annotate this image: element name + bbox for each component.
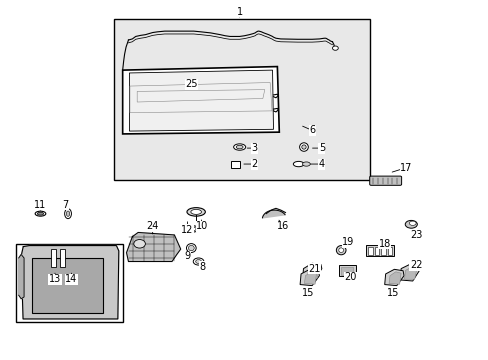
Ellipse shape: [236, 145, 243, 149]
Ellipse shape: [35, 211, 46, 216]
Ellipse shape: [299, 143, 308, 151]
Text: 1: 1: [236, 6, 242, 17]
Bar: [387, 247, 391, 255]
Polygon shape: [300, 269, 319, 285]
Ellipse shape: [338, 248, 343, 252]
Bar: [114, 19, 369, 180]
Text: 21: 21: [308, 264, 320, 274]
Polygon shape: [404, 267, 416, 279]
Ellipse shape: [188, 246, 194, 251]
Text: 12: 12: [181, 225, 193, 235]
Text: 15: 15: [302, 288, 314, 298]
Polygon shape: [307, 266, 319, 279]
Ellipse shape: [190, 210, 201, 215]
Ellipse shape: [189, 227, 196, 231]
Ellipse shape: [64, 209, 71, 219]
Text: 24: 24: [146, 221, 159, 231]
Ellipse shape: [233, 144, 245, 150]
Ellipse shape: [186, 244, 196, 252]
Bar: [367, 247, 372, 255]
Text: 16: 16: [277, 221, 289, 231]
Polygon shape: [384, 269, 403, 285]
Text: 22: 22: [409, 260, 422, 270]
Text: 4: 4: [318, 159, 324, 169]
Bar: [340, 267, 352, 275]
Ellipse shape: [186, 208, 205, 216]
Text: 6: 6: [308, 125, 315, 135]
Ellipse shape: [37, 212, 43, 215]
Text: 8: 8: [199, 262, 205, 272]
Ellipse shape: [301, 145, 305, 149]
Text: 14: 14: [65, 274, 78, 284]
Bar: [366, 245, 393, 256]
Text: 15: 15: [386, 288, 399, 298]
Ellipse shape: [336, 246, 346, 255]
Polygon shape: [262, 210, 285, 218]
Polygon shape: [122, 67, 279, 134]
Bar: [51, 249, 56, 267]
Ellipse shape: [293, 161, 304, 167]
Bar: [380, 247, 385, 255]
Text: 3: 3: [251, 143, 257, 153]
Text: 2: 2: [250, 159, 257, 169]
Polygon shape: [399, 264, 419, 281]
Polygon shape: [21, 246, 119, 319]
Polygon shape: [304, 272, 316, 284]
Ellipse shape: [66, 211, 70, 216]
Polygon shape: [302, 263, 321, 281]
Bar: [338, 265, 355, 276]
Ellipse shape: [186, 226, 199, 232]
Bar: [60, 249, 64, 267]
Text: 13: 13: [49, 274, 61, 284]
Bar: [16, 244, 122, 322]
Circle shape: [332, 46, 338, 50]
Bar: [32, 258, 103, 313]
Ellipse shape: [193, 258, 203, 265]
Ellipse shape: [195, 260, 201, 264]
Text: 5: 5: [318, 143, 325, 153]
Circle shape: [134, 239, 145, 248]
Polygon shape: [265, 208, 285, 214]
Text: 23: 23: [409, 230, 422, 240]
Text: 20: 20: [344, 273, 356, 283]
Polygon shape: [126, 233, 180, 261]
Text: 10: 10: [196, 221, 208, 231]
Bar: [374, 247, 378, 255]
Text: 9: 9: [184, 251, 190, 261]
Polygon shape: [19, 255, 24, 299]
Text: 17: 17: [400, 163, 412, 172]
FancyBboxPatch shape: [369, 176, 401, 185]
Text: 19: 19: [342, 237, 354, 247]
Text: 7: 7: [62, 200, 69, 210]
Polygon shape: [129, 70, 273, 131]
Ellipse shape: [405, 220, 416, 228]
Polygon shape: [388, 272, 400, 284]
Text: 25: 25: [184, 79, 197, 89]
Ellipse shape: [408, 221, 415, 225]
Text: 18: 18: [378, 239, 390, 249]
Ellipse shape: [302, 162, 309, 166]
Text: 11: 11: [34, 200, 46, 210]
